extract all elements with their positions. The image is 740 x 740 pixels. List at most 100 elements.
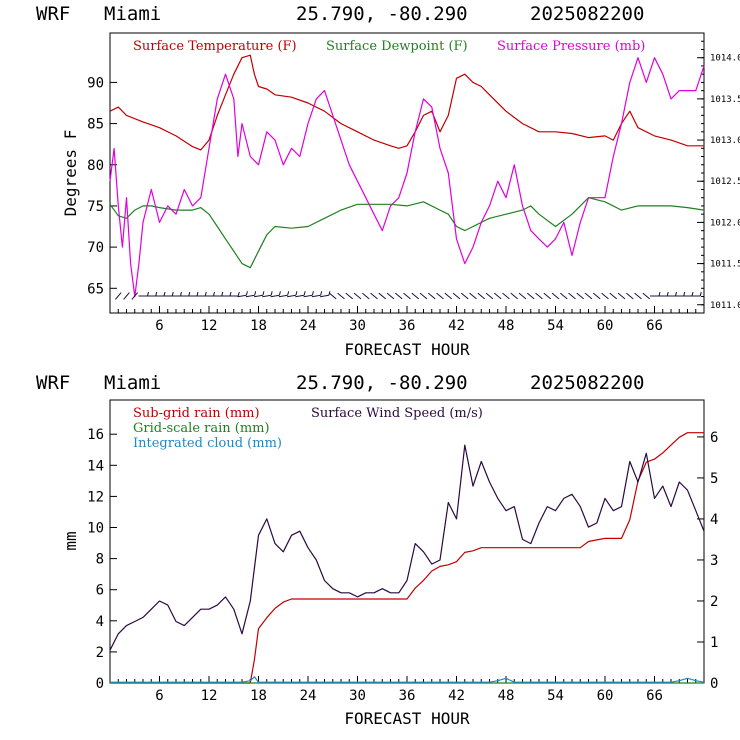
legend-integrated-cloud: Integrated cloud (mm) xyxy=(133,436,282,451)
panel1-ytick-label: 80 xyxy=(87,158,104,174)
panel2-y2tick-label: 6 xyxy=(710,430,718,446)
panel1-xtick-label: 66 xyxy=(646,318,663,334)
panel1-xlabel: FORECAST HOUR xyxy=(344,340,470,359)
panel2-plot-area: 6 12 18 24 30 36 42 48 54 60 660246810121416012345… xyxy=(87,427,718,704)
wind-barb-icon xyxy=(403,292,411,300)
legend-pressure: Surface Pressure (mb) xyxy=(497,39,645,54)
wind-barb-icon xyxy=(179,291,191,297)
wind-barb-icon xyxy=(592,292,601,300)
wind-barb-icon xyxy=(674,291,686,297)
wind-barb-icon xyxy=(666,291,677,297)
wind-barb-icon xyxy=(311,291,323,298)
panel2-location-label: Miami xyxy=(104,372,161,394)
wind-barb-icon xyxy=(196,291,207,297)
panel1-y2tick-label: 1011.5 xyxy=(710,260,740,270)
wind-barb-icon xyxy=(576,292,585,300)
panel2-ytick-label: 6 xyxy=(96,583,104,599)
panel2-xtick-label: 36 xyxy=(399,688,416,704)
panel1-xtick-label: 42 xyxy=(448,318,465,334)
wind-barb-icon xyxy=(303,291,314,298)
panel2-xlabel: FORECAST HOUR xyxy=(344,709,470,728)
panel2-xtick-label: 18 xyxy=(250,688,267,704)
panel1-xtick-label: 36 xyxy=(399,318,416,334)
wind-barb-icon xyxy=(477,292,486,300)
wind-barb-icon xyxy=(469,292,477,300)
panel1-y2tick-label: 1011.0 xyxy=(710,301,740,311)
wind-barb-icon xyxy=(188,291,199,297)
wind-barb-icon xyxy=(337,292,345,300)
wind-barb-icon xyxy=(568,292,576,300)
wind-barb-icon xyxy=(394,292,403,300)
dewpoint-line xyxy=(109,197,705,269)
wind-barb-icon xyxy=(328,292,337,300)
panel2-ylabel: mm xyxy=(61,531,80,550)
wind-barb-icon xyxy=(386,292,395,300)
wind-barb-icon xyxy=(658,291,669,297)
panel2-xtick-label: 30 xyxy=(349,688,366,704)
wind-barb-icon xyxy=(535,292,543,300)
wind-barb-icon xyxy=(427,292,436,300)
panel1-ylabel: Degrees F xyxy=(61,130,80,217)
wind-barb-icon xyxy=(245,291,257,298)
panel1-xtick-label: 24 xyxy=(300,318,317,334)
wind-barb-icon xyxy=(452,292,461,300)
panel2-y2tick-label: 1 xyxy=(710,635,718,651)
panel2-y2tick-label: 4 xyxy=(710,512,718,528)
panel1-ytick-label: 90 xyxy=(87,75,104,91)
wind-barb-icon xyxy=(221,291,232,297)
wind-barb-icon xyxy=(601,292,609,300)
panel2-xtick-label: 66 xyxy=(646,688,663,704)
panel2-ytick-label: 8 xyxy=(96,552,104,568)
wind-barb-icon xyxy=(253,291,265,298)
panel1-xtick-label: 12 xyxy=(201,318,218,334)
panel1-xtick-label: 48 xyxy=(498,318,515,334)
wind-barb-icon xyxy=(691,291,702,297)
wind-barb-icon xyxy=(625,292,634,300)
wind-barb-icon xyxy=(493,292,502,300)
wind-barb-icon xyxy=(584,292,593,300)
panel2-ytick-label: 0 xyxy=(96,676,104,692)
wind-barb-icon xyxy=(204,291,215,297)
panel1-y2tick-label: 1012.5 xyxy=(710,177,740,187)
panel2-xtick-label: 48 xyxy=(498,688,515,704)
panel1-ytick-label: 65 xyxy=(87,281,104,297)
wind-barb-icon xyxy=(543,292,552,300)
wind-barb-icon xyxy=(286,291,298,298)
panel1-run-label: 2025082200 xyxy=(530,3,644,25)
wind-barb-icon xyxy=(171,291,182,297)
panel2-ytick-label: 4 xyxy=(96,614,104,630)
wind-barb-icon xyxy=(353,292,362,300)
legend-gridscale-rain: Grid-scale rain (mm) xyxy=(133,421,270,436)
panel2-xtick-label: 42 xyxy=(448,688,465,704)
wind-barb-icon xyxy=(526,292,535,300)
panel1-xtick-label: 60 xyxy=(597,318,614,334)
wind-barb-icon xyxy=(683,291,694,297)
wind-barb-icon xyxy=(237,291,248,298)
wind-barb-icon xyxy=(123,292,130,300)
panel1-model-label: WRF xyxy=(36,3,70,25)
panel1-ytick-label: 70 xyxy=(87,240,104,256)
wind-barb-icon xyxy=(518,292,527,300)
wind-barb-icon xyxy=(436,292,444,300)
wind-barb-icon xyxy=(295,291,306,298)
panel1-xtick-label: 30 xyxy=(349,318,366,334)
panel1-xtick-label: 54 xyxy=(547,318,564,334)
panel2-xtick-label: 24 xyxy=(300,688,317,704)
wind-barb-icon xyxy=(212,291,224,297)
wind-barb-icon xyxy=(278,291,290,298)
wind-barb-icon xyxy=(378,292,387,300)
wind-barb-icon xyxy=(146,291,158,297)
panel2-ytick-label: 14 xyxy=(87,458,104,474)
wind-barb-icon xyxy=(370,292,378,300)
wind-barb-icon xyxy=(510,292,519,300)
wind-barb-icon xyxy=(155,291,166,297)
panel2-xtick-label: 12 xyxy=(201,688,218,704)
wind-barb-icon xyxy=(138,291,149,297)
wind-barb-icon xyxy=(419,292,428,300)
legend-dewpoint: Surface Dewpoint (F) xyxy=(326,39,468,54)
panel1-ytick-label: 85 xyxy=(87,117,104,133)
legend-subgrid-rain: Sub-grid rain (mm) xyxy=(133,406,260,421)
wind-barb-icon xyxy=(617,292,626,300)
